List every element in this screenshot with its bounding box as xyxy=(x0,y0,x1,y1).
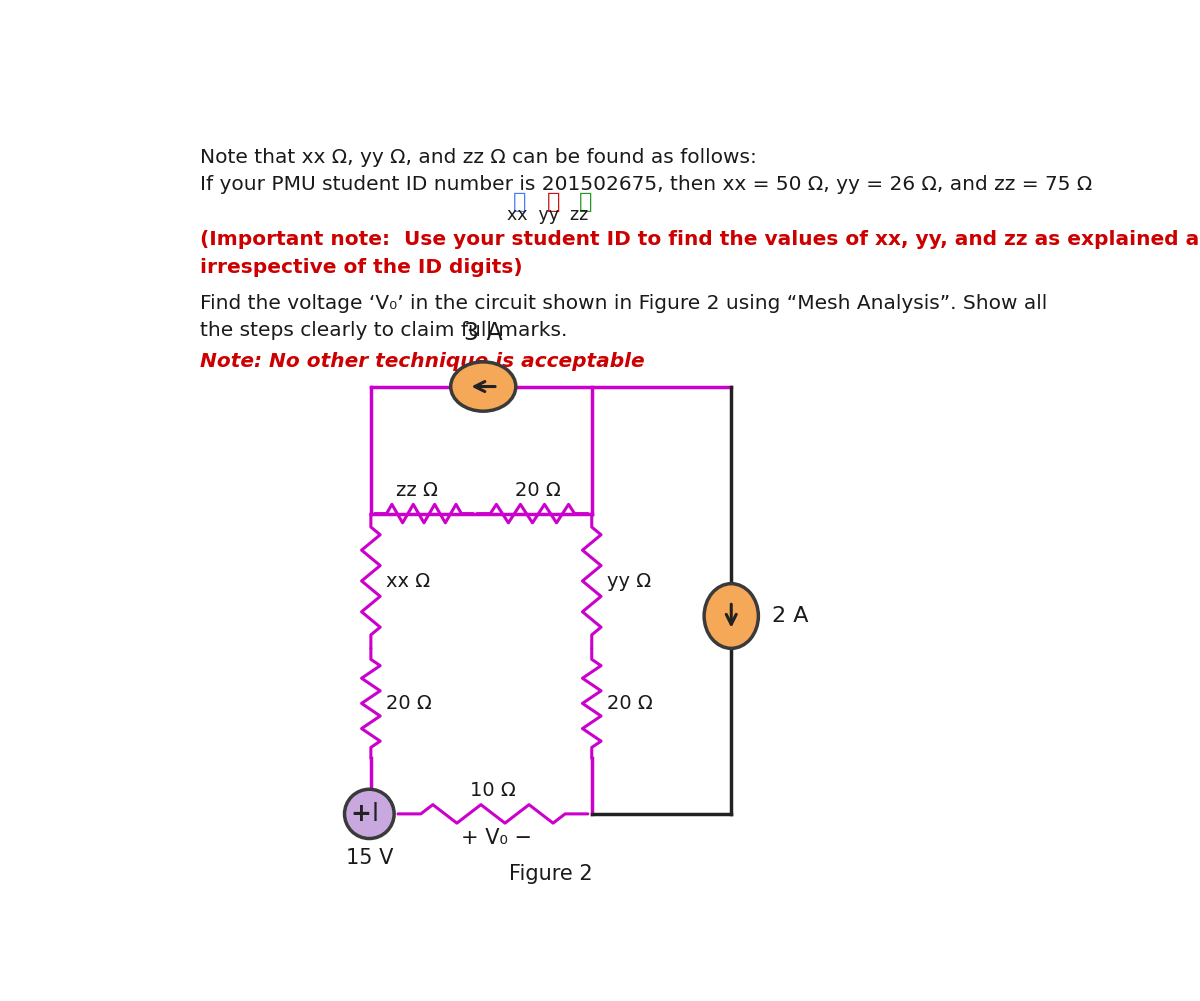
Text: ⌢: ⌢ xyxy=(512,192,527,212)
Text: 20 Ω: 20 Ω xyxy=(386,695,432,714)
Text: 10 Ω: 10 Ω xyxy=(469,781,516,800)
Circle shape xyxy=(344,789,394,839)
Ellipse shape xyxy=(451,362,516,411)
Text: Figure 2: Figure 2 xyxy=(509,864,593,884)
Text: zz Ω: zz Ω xyxy=(396,480,438,499)
Text: the steps clearly to claim full marks.: the steps clearly to claim full marks. xyxy=(200,321,568,340)
Ellipse shape xyxy=(704,584,758,649)
Text: Note that xx Ω, yy Ω, and zz Ω can be found as follows:: Note that xx Ω, yy Ω, and zz Ω can be fo… xyxy=(200,148,757,167)
Text: + V₀ −: + V₀ − xyxy=(461,828,532,848)
Text: xx Ω: xx Ω xyxy=(386,572,431,591)
Text: 3 A: 3 A xyxy=(464,321,503,345)
Text: ⌢: ⌢ xyxy=(547,192,560,212)
Text: l: l xyxy=(372,802,379,826)
Text: ⌢: ⌢ xyxy=(578,192,593,212)
Text: 2 A: 2 A xyxy=(773,606,809,626)
Text: 20 Ω: 20 Ω xyxy=(516,480,562,499)
Text: irrespective of the ID digits): irrespective of the ID digits) xyxy=(200,258,523,277)
Text: yy Ω: yy Ω xyxy=(607,572,652,591)
Text: If your PMU student ID number is 201502675, then xx = 50 Ω, yy = 26 Ω, and zz = : If your PMU student ID number is 2015026… xyxy=(200,175,1093,194)
Text: +: + xyxy=(350,802,371,826)
Text: 20 Ω: 20 Ω xyxy=(607,695,653,714)
Text: 15 V: 15 V xyxy=(346,848,394,868)
Text: xx  yy  zz: xx yy zz xyxy=(506,205,588,223)
Text: (Important note:  Use your student ID to find the values of xx, yy, and zz as ex: (Important note: Use your student ID to … xyxy=(200,230,1200,249)
Text: Note: No other technique is acceptable: Note: No other technique is acceptable xyxy=(200,352,646,371)
Text: Find the voltage ‘V₀’ in the circuit shown in Figure 2 using “Mesh Analysis”. Sh: Find the voltage ‘V₀’ in the circuit sho… xyxy=(200,294,1048,313)
